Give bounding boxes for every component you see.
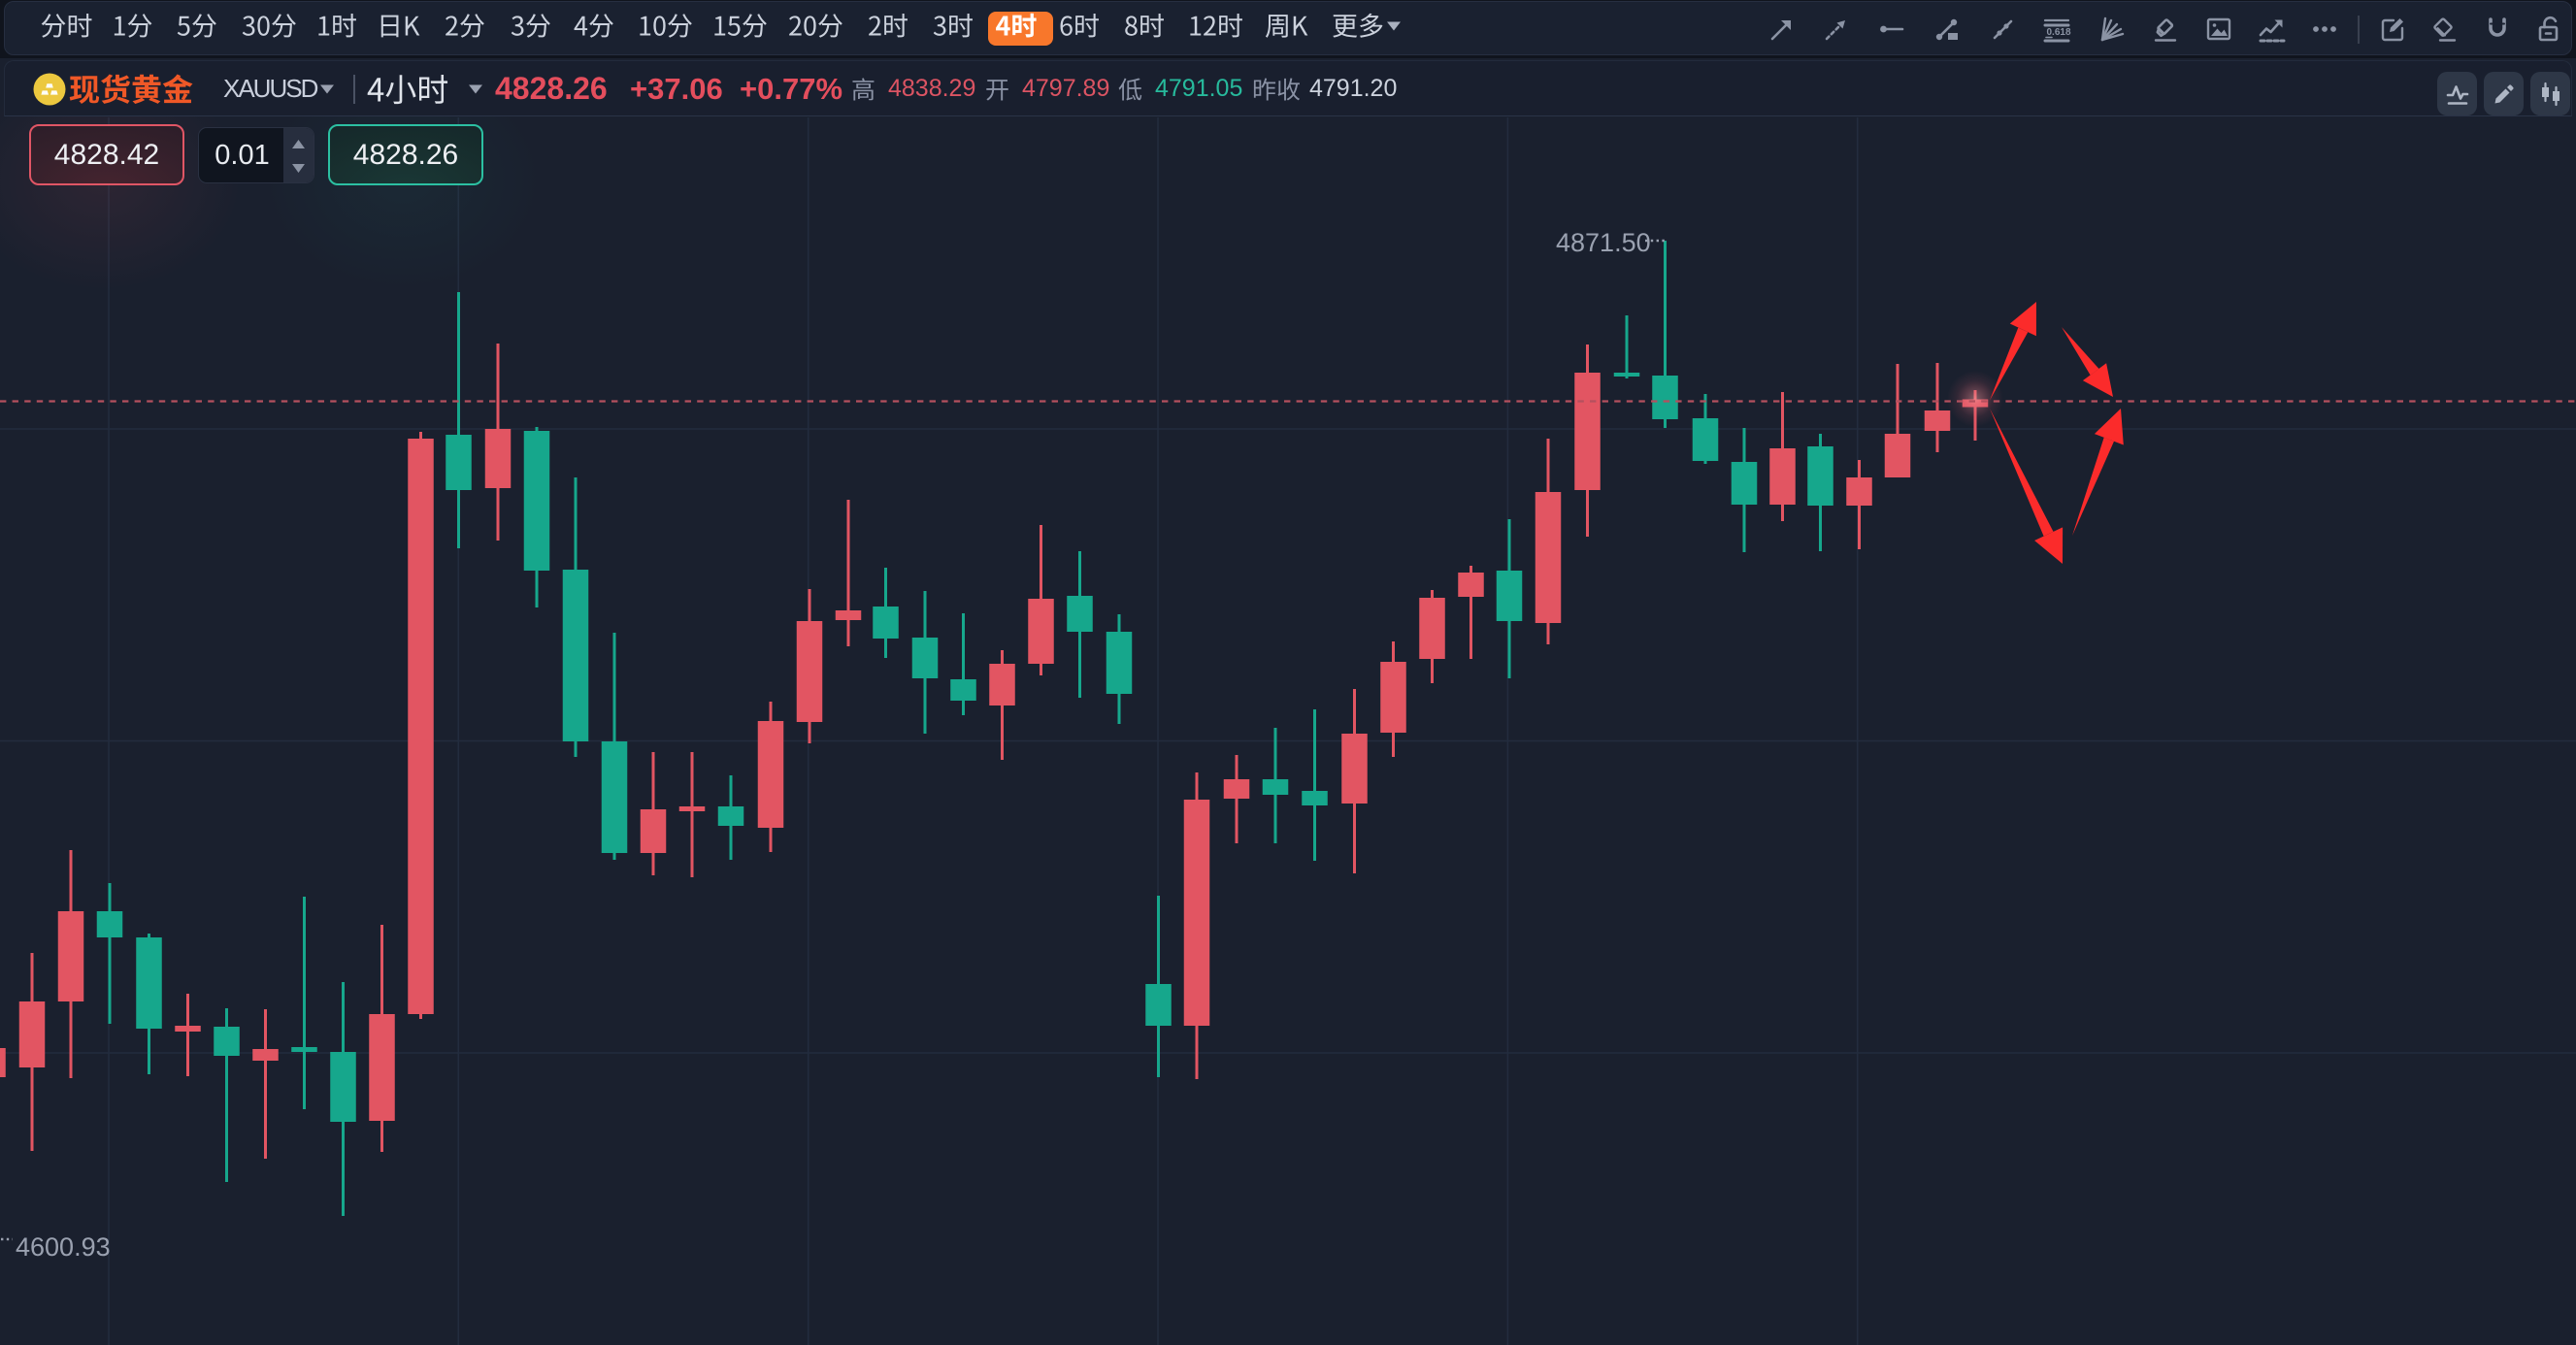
svg-text:4871.50: 4871.50 [1556,228,1651,257]
svg-text:4600.93: 4600.93 [16,1232,111,1262]
svg-text:0.618: 0.618 [2047,27,2071,38]
